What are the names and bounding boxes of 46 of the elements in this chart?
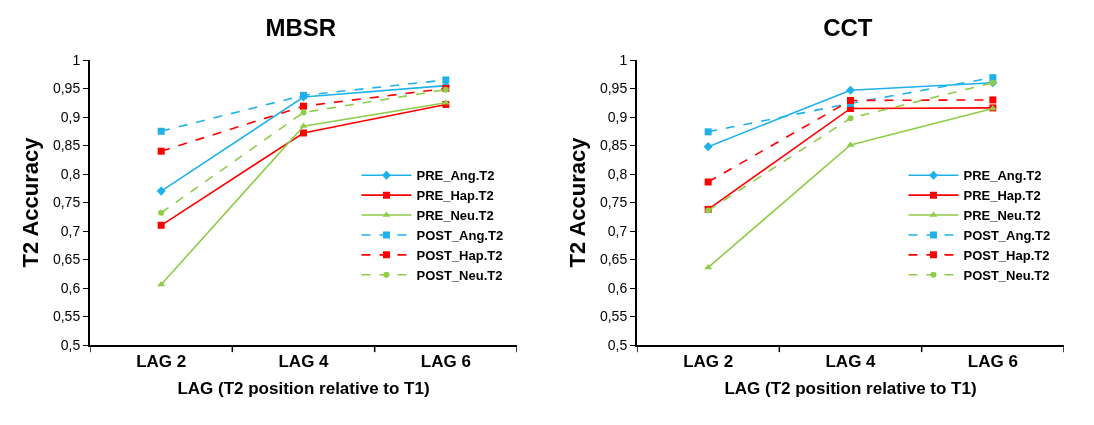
y-tick-label: 0,65 [599, 251, 628, 268]
y-tick-label: 0,65 [52, 251, 81, 268]
legend-label: PRE_Ang.T2 [416, 168, 495, 184]
y-tick-label: 0,6 [607, 279, 628, 296]
x-tick-label: LAG 2 [683, 352, 734, 372]
y-tick-label: 0,85 [599, 137, 628, 154]
y-tick-label: 0,5 [60, 336, 81, 353]
x-axis-title: LAG (T2 position relative to T1) [177, 379, 430, 399]
legend-label: PRE_Neu.T2 [963, 208, 1041, 224]
legend-label: POST_Neu.T2 [963, 267, 1050, 283]
x-tick-label: LAG 4 [825, 352, 877, 372]
x-tick-label: LAG 2 [136, 352, 187, 372]
legend-label: POST_Hap.T2 [963, 247, 1050, 263]
y-tick-label: 0,75 [52, 194, 81, 211]
x-axis-title: LAG (T2 position relative to T1) [724, 379, 977, 399]
x-tick-label: LAG 6 [420, 352, 471, 372]
y-tick-label: 0,95 [599, 80, 628, 97]
legend-label: POST_Ang.T2 [416, 228, 504, 244]
legend-label: POST_Hap.T2 [416, 247, 503, 263]
y-axis-title: T2 Accuracy [18, 136, 44, 268]
legend-label: PRE_Ang.T2 [963, 168, 1042, 184]
legend-label: PRE_Neu.T2 [416, 208, 494, 224]
legend-label: POST_Neu.T2 [416, 267, 503, 283]
y-tick-label: 0,5 [607, 336, 628, 353]
y-tick-label: 0,8 [60, 165, 81, 182]
y-tick-label: 0,7 [607, 222, 628, 239]
legend-label: POST_Ang.T2 [963, 228, 1051, 244]
y-tick-label: 1 [619, 51, 628, 68]
legend-label: PRE_Hap.T2 [416, 188, 494, 204]
chart-title: CCT [823, 13, 873, 41]
chart-title: MBSR [265, 13, 337, 41]
y-tick-label: 0,8 [607, 165, 628, 182]
y-tick-label: 0,9 [60, 108, 81, 125]
legend-label: PRE_Hap.T2 [963, 188, 1041, 204]
y-tick-label: 0,95 [52, 80, 81, 97]
y-tick-label: 0,7 [60, 222, 81, 239]
y-tick-label: 0,75 [599, 194, 628, 211]
x-tick-label: LAG 6 [967, 352, 1018, 372]
y-tick-label: 0,55 [52, 308, 81, 325]
y-tick-label: 0,6 [60, 279, 81, 296]
x-tick-label: LAG 4 [278, 352, 330, 372]
y-tick-label: 0,9 [607, 108, 628, 125]
y-tick-label: 0,85 [52, 137, 81, 154]
y-tick-label: 1 [72, 51, 81, 68]
y-tick-label: 0,55 [599, 308, 628, 325]
y-axis-title: T2 Accuracy [565, 136, 591, 268]
